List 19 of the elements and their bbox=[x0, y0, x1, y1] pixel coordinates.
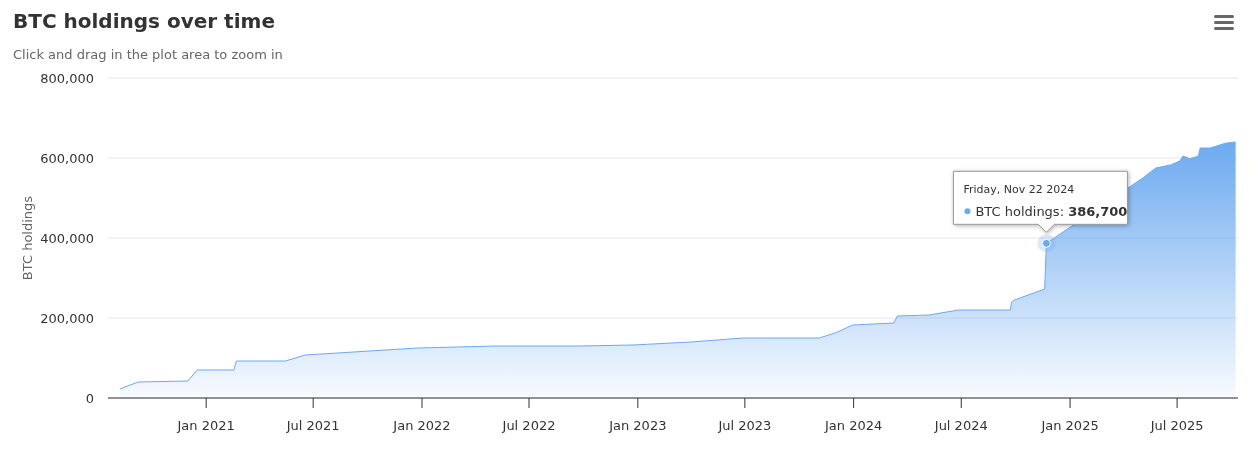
y-tick-label: 600,000 bbox=[40, 151, 94, 166]
x-tick-label: Jan 2021 bbox=[176, 418, 235, 433]
y-tick-label: 400,000 bbox=[40, 231, 94, 246]
x-tick-label: Jul 2025 bbox=[1149, 418, 1204, 433]
x-tick-label: Jul 2024 bbox=[933, 418, 988, 433]
x-tick-label: Jan 2023 bbox=[608, 418, 667, 433]
chart-title: BTC holdings over time bbox=[13, 9, 275, 33]
x-tick-label: Jan 2024 bbox=[824, 418, 883, 433]
x-tick-label: Jan 2025 bbox=[1040, 418, 1099, 433]
annotation: Friday, Nov 22 2024 BTC holdings: 386,700 bbox=[963, 183, 1128, 220]
x-tick-label: Jul 2021 bbox=[285, 418, 340, 433]
y-tick-label: 200,000 bbox=[40, 311, 94, 326]
x-tick-label: Jul 2022 bbox=[501, 418, 556, 433]
y-tick-label: 0 bbox=[85, 391, 94, 406]
y-axis-title: BTC holdings bbox=[20, 195, 35, 281]
y-tick-label: 800,000 bbox=[40, 71, 94, 86]
x-tick-label: Jan 2022 bbox=[392, 418, 451, 433]
chart-subtitle: Click and drag in the plot area to zoom in bbox=[13, 47, 283, 62]
x-tick-label: Jul 2023 bbox=[717, 418, 772, 433]
